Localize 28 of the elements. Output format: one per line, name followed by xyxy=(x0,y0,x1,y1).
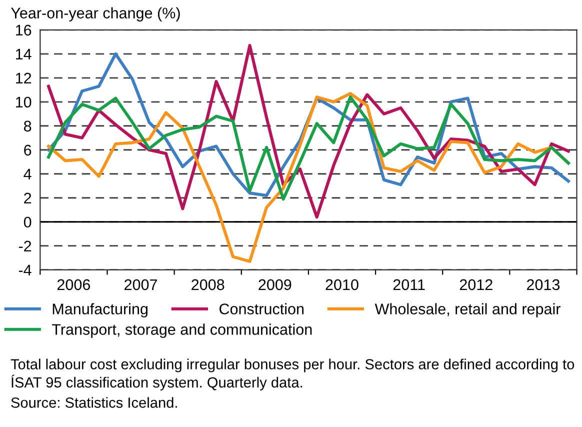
line-series xyxy=(47,44,570,219)
y-tick-label: 10 xyxy=(16,96,32,108)
x-tick-label: 2009 xyxy=(258,279,292,290)
x-tick-label: 2013 xyxy=(527,279,560,290)
y-tick-label: 12 xyxy=(16,72,32,84)
x-tick-label: 2008 xyxy=(192,279,224,290)
x-tick-label: 2010 xyxy=(326,279,358,290)
y-tick-label: 0 xyxy=(24,216,32,228)
x-tick-label: 2007 xyxy=(124,279,157,290)
y-tick-label: 4 xyxy=(24,168,32,180)
y-tick-label: 8 xyxy=(24,120,32,132)
legend-label: Construction xyxy=(220,303,304,314)
x-tick-label: 2006 xyxy=(57,279,90,290)
legend-label: Manufacturing xyxy=(52,303,148,318)
legend-label: Wholesale, retail and repair xyxy=(374,303,560,318)
text: Total labour cost excluding irregular bonuses per hour. Sectors are defined according to ÍSAT 95 classification system. Quarterly data. xyxy=(10,358,574,390)
y-axis-title: Year-on-year change (%) xyxy=(10,7,180,22)
y-tick-label: -2 xyxy=(18,240,32,252)
y-tick-label: 14 xyxy=(16,48,32,60)
source-note: Source: Statistics Iceland. xyxy=(11,397,177,408)
y-tick-label: 6 xyxy=(24,144,32,156)
y-tick-label: 16 xyxy=(16,24,32,36)
y-tick-label: 2 xyxy=(24,192,32,204)
x-tick-label: 2012 xyxy=(460,279,492,290)
x-tick-label: 2011 xyxy=(393,279,425,290)
legend-label: Transport, storage and communication xyxy=(52,324,312,338)
line-series xyxy=(47,96,570,201)
y-tick-label: -4 xyxy=(18,264,32,276)
